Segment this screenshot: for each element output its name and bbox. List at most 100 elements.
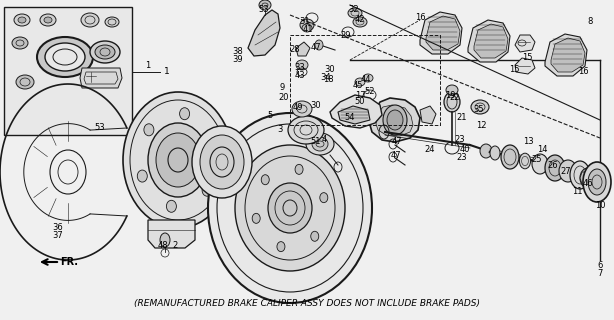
Ellipse shape: [295, 164, 303, 174]
Ellipse shape: [383, 105, 407, 135]
Ellipse shape: [156, 133, 200, 187]
Ellipse shape: [268, 183, 312, 233]
Ellipse shape: [490, 146, 500, 160]
Ellipse shape: [306, 133, 334, 155]
Text: 46: 46: [583, 179, 593, 188]
Ellipse shape: [353, 17, 367, 27]
Text: 15: 15: [522, 53, 532, 62]
Ellipse shape: [311, 231, 319, 241]
Ellipse shape: [444, 92, 460, 112]
Ellipse shape: [583, 162, 611, 202]
Ellipse shape: [312, 137, 328, 151]
Ellipse shape: [160, 233, 170, 247]
Text: 18: 18: [323, 76, 333, 84]
Text: 42: 42: [355, 15, 365, 25]
Text: 10: 10: [595, 201, 605, 210]
Ellipse shape: [549, 158, 561, 176]
Text: 14: 14: [537, 146, 547, 155]
Ellipse shape: [302, 24, 312, 32]
Polygon shape: [330, 95, 382, 128]
Ellipse shape: [44, 17, 52, 23]
Ellipse shape: [532, 154, 548, 174]
Polygon shape: [296, 42, 310, 56]
Polygon shape: [551, 38, 585, 72]
Ellipse shape: [363, 74, 373, 82]
Ellipse shape: [14, 14, 30, 26]
Ellipse shape: [16, 75, 34, 89]
Text: 23: 23: [455, 135, 465, 145]
Ellipse shape: [534, 156, 546, 172]
Text: 11: 11: [572, 188, 582, 196]
Text: 27: 27: [561, 166, 571, 175]
Ellipse shape: [200, 135, 244, 189]
Text: 26: 26: [548, 162, 558, 171]
Ellipse shape: [580, 168, 596, 188]
Text: 16: 16: [578, 68, 588, 76]
Polygon shape: [426, 16, 460, 50]
Ellipse shape: [192, 126, 252, 198]
Ellipse shape: [296, 60, 308, 70]
Text: 30: 30: [311, 100, 321, 109]
Text: 23: 23: [457, 154, 467, 163]
Text: 17: 17: [355, 91, 365, 100]
Text: 28: 28: [290, 45, 300, 54]
Text: 38: 38: [233, 47, 243, 57]
Text: 16: 16: [414, 12, 426, 21]
Text: 54: 54: [344, 114, 356, 123]
Text: 20: 20: [279, 92, 289, 101]
Text: FR.: FR.: [60, 257, 78, 267]
Ellipse shape: [261, 175, 270, 185]
Ellipse shape: [277, 242, 285, 252]
Text: 19: 19: [445, 91, 455, 100]
Text: 34: 34: [321, 74, 332, 83]
Text: 31: 31: [300, 18, 310, 27]
Text: 8: 8: [588, 18, 593, 27]
Bar: [4, 7, 132, 135]
Ellipse shape: [40, 14, 56, 26]
Text: 40: 40: [460, 146, 470, 155]
Ellipse shape: [446, 85, 458, 95]
Ellipse shape: [81, 13, 99, 27]
Ellipse shape: [95, 45, 115, 59]
Ellipse shape: [208, 113, 372, 303]
Text: 1: 1: [164, 68, 170, 76]
Text: 47: 47: [392, 138, 402, 147]
Ellipse shape: [480, 144, 492, 158]
Text: 1: 1: [146, 60, 150, 69]
Polygon shape: [80, 68, 122, 88]
Text: 5: 5: [267, 110, 273, 119]
Text: 47: 47: [391, 150, 402, 159]
Text: 25: 25: [532, 156, 542, 164]
Text: 53: 53: [258, 5, 270, 14]
Polygon shape: [474, 24, 508, 58]
Ellipse shape: [259, 0, 271, 10]
Ellipse shape: [12, 37, 28, 49]
Polygon shape: [515, 58, 535, 74]
Text: (REMANUFACTURED BRAKE CALIPER ASSY DOES NOT INCLUDE BRAKE PADS): (REMANUFACTURED BRAKE CALIPER ASSY DOES …: [134, 299, 480, 308]
Text: 9: 9: [279, 83, 285, 92]
Polygon shape: [338, 106, 370, 124]
Ellipse shape: [315, 40, 323, 50]
Bar: [290, 35, 440, 125]
Ellipse shape: [252, 213, 260, 223]
Polygon shape: [370, 98, 420, 142]
Ellipse shape: [588, 169, 606, 195]
Text: 37: 37: [53, 231, 63, 241]
Text: 32: 32: [349, 5, 359, 14]
Text: 45: 45: [353, 81, 363, 90]
Polygon shape: [468, 20, 510, 62]
Ellipse shape: [559, 161, 572, 179]
Text: 49: 49: [293, 103, 303, 113]
Text: 39: 39: [233, 55, 243, 65]
Text: 44: 44: [361, 76, 371, 84]
Text: 12: 12: [476, 121, 486, 130]
Text: 41: 41: [303, 26, 313, 35]
Ellipse shape: [471, 100, 489, 114]
Text: 50: 50: [355, 97, 365, 106]
Ellipse shape: [505, 149, 515, 164]
Ellipse shape: [320, 193, 328, 203]
Text: 22: 22: [449, 93, 460, 102]
Text: 53: 53: [95, 124, 106, 132]
Ellipse shape: [138, 170, 147, 182]
Ellipse shape: [355, 78, 365, 86]
